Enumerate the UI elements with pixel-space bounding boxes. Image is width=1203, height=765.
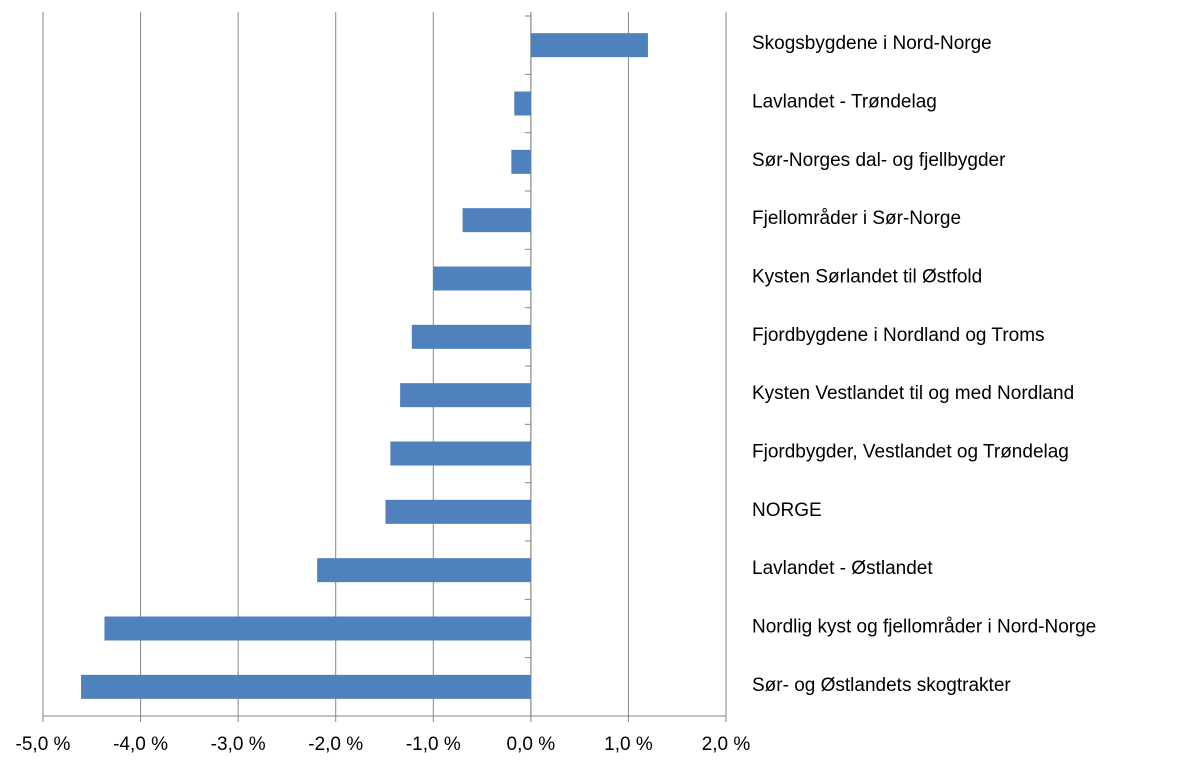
category-label: Skogsbygdene i Nord-Norge bbox=[752, 33, 992, 54]
x-tick-label: 2,0 % bbox=[702, 734, 751, 755]
bar bbox=[530, 33, 648, 58]
bar bbox=[81, 674, 531, 699]
bar bbox=[390, 441, 531, 466]
category-label: Kysten Sørlandet til Østfold bbox=[752, 267, 982, 288]
x-tick-label: 1,0 % bbox=[604, 734, 653, 755]
x-tick-label: -5,0 % bbox=[16, 734, 71, 755]
category-label: Lavlandet - Østlandet bbox=[752, 558, 933, 579]
category-label: Sør-Norges dal- og fjellbygder bbox=[752, 150, 1006, 171]
category-label: Fjellområder i Sør-Norge bbox=[752, 208, 961, 229]
bar bbox=[462, 208, 531, 233]
bar bbox=[511, 149, 531, 174]
x-tick-label: -4,0 % bbox=[113, 734, 168, 755]
x-tick-label: -2,0 % bbox=[308, 734, 363, 755]
bar bbox=[514, 91, 531, 116]
bar bbox=[433, 266, 531, 291]
category-label: Kysten Vestlandet til og med Nordland bbox=[752, 383, 1074, 404]
category-label: Sør- og Østlandets skogtrakter bbox=[752, 675, 1011, 696]
bar bbox=[317, 558, 531, 583]
category-label: NORGE bbox=[752, 500, 822, 521]
x-tick-label: 0,0 % bbox=[507, 734, 556, 755]
bar bbox=[104, 616, 531, 641]
x-tick-label: -1,0 % bbox=[406, 734, 461, 755]
category-label: Nordlig kyst og fjellområder i Nord-Norg… bbox=[752, 617, 1096, 638]
x-tick-label: -3,0 % bbox=[211, 734, 266, 755]
bar bbox=[411, 324, 531, 349]
bar bbox=[385, 499, 531, 524]
bar bbox=[400, 383, 531, 408]
category-label: Fjordbygder, Vestlandet og Trøndelag bbox=[752, 442, 1069, 463]
category-label: Fjordbygdene i Nordland og Troms bbox=[752, 325, 1045, 346]
category-label: Lavlandet - Trøndelag bbox=[752, 92, 937, 113]
